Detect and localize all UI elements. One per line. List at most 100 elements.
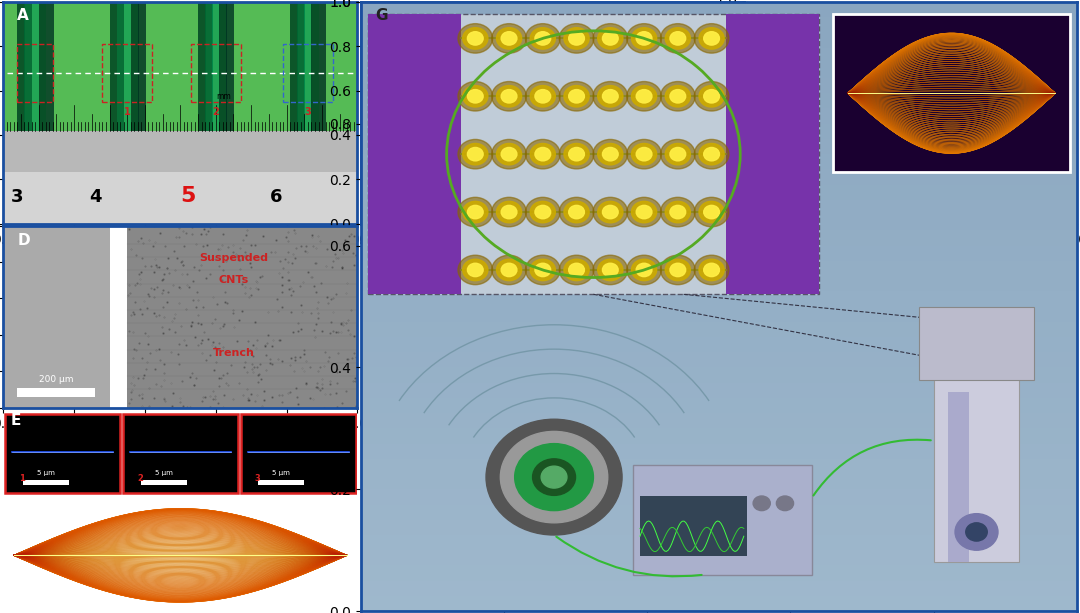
Circle shape	[458, 82, 492, 111]
Circle shape	[468, 148, 483, 161]
Bar	[640, 496, 747, 557]
Bar	[361, 336, 1077, 352]
Circle shape	[670, 32, 686, 45]
Circle shape	[593, 255, 627, 284]
Circle shape	[632, 86, 657, 107]
Bar	[31, 596, 99, 602]
Circle shape	[704, 205, 719, 219]
Text: 3: 3	[305, 107, 311, 117]
Circle shape	[670, 89, 686, 103]
Circle shape	[564, 86, 590, 107]
Text: E: E	[11, 413, 21, 428]
Circle shape	[526, 139, 561, 169]
Circle shape	[597, 201, 623, 223]
Circle shape	[720, 40, 745, 55]
Circle shape	[559, 255, 594, 284]
Circle shape	[694, 82, 729, 111]
Bar	[361, 305, 1077, 322]
Bar	[361, 381, 1077, 398]
Bar	[633, 465, 812, 574]
Bar	[17, 2, 25, 131]
Text: 2 nm: 2 nm	[766, 186, 788, 195]
Text: 3: 3	[255, 474, 260, 483]
Bar	[140, 480, 187, 485]
Bar	[361, 564, 1077, 581]
Bar	[361, 92, 1077, 109]
Circle shape	[497, 259, 522, 281]
Circle shape	[694, 197, 729, 227]
Text: 100 μm: 100 μm	[419, 189, 456, 199]
Circle shape	[626, 24, 661, 53]
Circle shape	[564, 143, 590, 165]
Bar	[361, 427, 1077, 444]
Text: 5 μm: 5 μm	[272, 470, 291, 476]
Circle shape	[491, 82, 526, 111]
Bar	[361, 458, 1077, 474]
Circle shape	[597, 143, 623, 165]
Bar	[305, 2, 312, 131]
Circle shape	[632, 201, 657, 223]
Bar	[361, 579, 1077, 596]
Circle shape	[699, 259, 725, 281]
Circle shape	[559, 197, 594, 227]
Bar	[227, 2, 234, 131]
Circle shape	[665, 143, 690, 165]
Circle shape	[626, 82, 661, 111]
Circle shape	[619, 40, 644, 55]
Bar	[39, 2, 46, 131]
Circle shape	[699, 86, 725, 107]
FancyBboxPatch shape	[368, 14, 819, 294]
Circle shape	[636, 205, 652, 219]
Bar	[361, 443, 1077, 459]
Circle shape	[501, 148, 517, 161]
Text: C: C	[757, 9, 768, 23]
Bar	[117, 2, 124, 131]
Circle shape	[626, 139, 661, 169]
Circle shape	[462, 143, 488, 165]
Bar	[3, 172, 357, 224]
Circle shape	[704, 263, 719, 276]
Circle shape	[645, 40, 669, 55]
Bar	[3, 226, 109, 408]
Circle shape	[497, 201, 522, 223]
Bar	[361, 77, 1077, 93]
Circle shape	[665, 86, 690, 107]
Circle shape	[704, 32, 719, 45]
Bar	[138, 2, 146, 131]
Bar	[241, 414, 355, 493]
Circle shape	[597, 28, 623, 49]
Circle shape	[636, 263, 652, 276]
Bar	[361, 245, 1077, 261]
Circle shape	[541, 466, 567, 488]
Text: 6: 6	[270, 188, 282, 205]
Bar	[361, 199, 1077, 215]
Circle shape	[699, 28, 725, 49]
Circle shape	[526, 24, 561, 53]
Circle shape	[500, 432, 608, 523]
Circle shape	[720, 40, 745, 55]
Bar	[198, 2, 206, 131]
Bar	[751, 2, 850, 224]
Circle shape	[603, 89, 618, 103]
Bar	[3, 131, 357, 224]
Circle shape	[704, 148, 719, 161]
Circle shape	[661, 24, 696, 53]
Circle shape	[665, 259, 690, 281]
Circle shape	[458, 197, 492, 227]
Circle shape	[564, 259, 590, 281]
Circle shape	[515, 444, 593, 511]
Bar	[131, 2, 138, 131]
Circle shape	[696, 40, 719, 55]
Bar	[25, 2, 32, 131]
Circle shape	[468, 89, 483, 103]
Bar	[291, 2, 298, 131]
Circle shape	[535, 89, 551, 103]
Circle shape	[593, 82, 627, 111]
Circle shape	[501, 263, 517, 276]
Circle shape	[468, 263, 483, 276]
Circle shape	[665, 28, 690, 49]
Bar	[361, 214, 1077, 230]
Bar	[861, 2, 960, 224]
Bar	[361, 61, 1077, 78]
Bar	[757, 203, 797, 208]
